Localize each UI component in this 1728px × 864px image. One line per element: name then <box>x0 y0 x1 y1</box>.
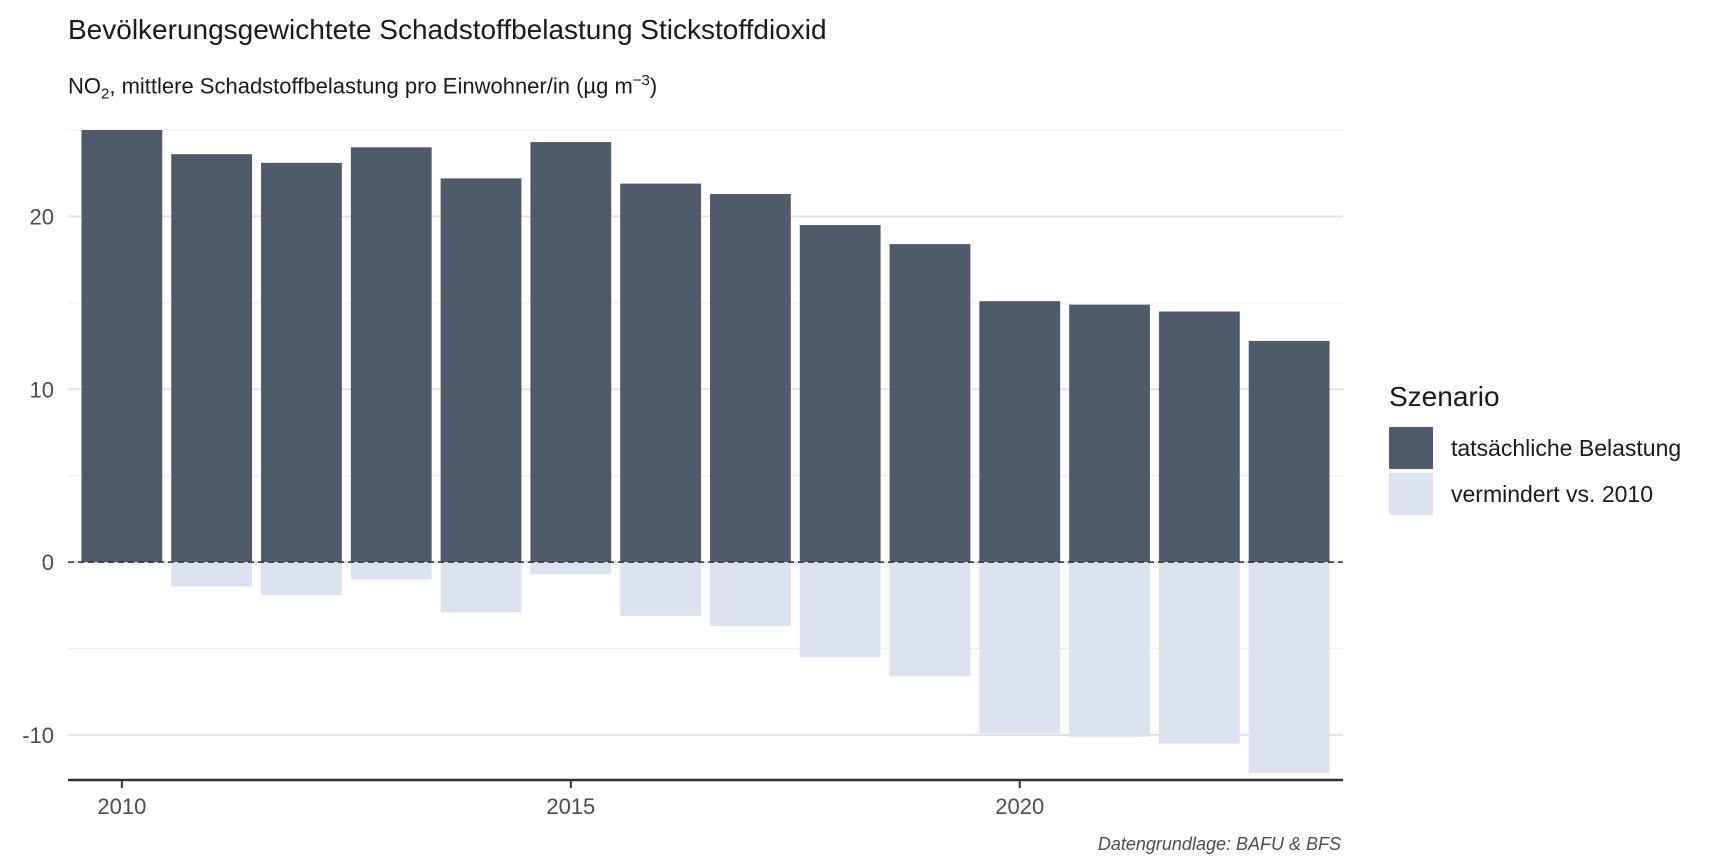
legend-item-reduced: vermindert vs. 2010 <box>1389 471 1681 517</box>
x-tick-label: 2010 <box>97 794 146 819</box>
chart-subtitle: NO2, mittlere Schadstoffbelastung pro Ei… <box>68 72 657 103</box>
bar-actual <box>171 154 253 563</box>
legend-item-actual: tatsächliche Belastung <box>1389 425 1681 471</box>
bar-reduced <box>171 562 253 587</box>
grid-layer <box>68 129 1343 737</box>
y-tick-label: 20 <box>30 204 54 229</box>
bar-reduced <box>620 562 702 616</box>
bar-actual <box>620 183 702 563</box>
bar-reduced <box>889 562 971 677</box>
bar-reduced <box>261 562 342 596</box>
bar-reduced <box>1069 562 1150 737</box>
legend-label-actual: tatsächliche Belastung <box>1451 434 1682 461</box>
x-tick-label: 2020 <box>995 794 1044 819</box>
bar-reduced <box>1158 562 1240 744</box>
bar-actual <box>889 244 971 563</box>
bar-actual <box>1158 311 1240 563</box>
subtitle-suffix: ) <box>649 73 658 99</box>
subtitle-subscript: 2 <box>101 85 110 103</box>
legend-key-reduced <box>1389 473 1433 515</box>
legend: Szenario tatsächliche Belastung verminde… <box>1389 381 1681 517</box>
axis-layer: -10 0 10 20 2010 2015 2020 <box>22 204 1343 819</box>
y-tick-label: 0 <box>42 550 54 575</box>
legend-key-actual <box>1389 427 1433 469</box>
bar-reduced <box>530 562 612 575</box>
bar-actual <box>81 130 163 563</box>
bar-reduced <box>440 562 522 613</box>
chart-caption: Datengrundlage: BAFU & BFS <box>1097 834 1341 854</box>
subtitle-superscript: −3 <box>632 72 650 89</box>
bar-reduced <box>979 562 1061 734</box>
bars-layer <box>81 130 1330 774</box>
bar-reduced <box>709 562 791 627</box>
subtitle-middle: , mittlere Schadstoffbelastung pro Einwo… <box>109 73 633 99</box>
bar-actual <box>1069 304 1150 563</box>
x-tick-label: 2015 <box>546 794 595 819</box>
chart-title: Bevölkerungsgewichtete Schadstoffbelastu… <box>68 14 827 45</box>
bar-actual <box>709 193 791 563</box>
bar-actual <box>350 147 432 563</box>
bar-actual <box>440 178 522 563</box>
bar-reduced <box>350 562 432 580</box>
subtitle-prefix: NO <box>68 73 101 99</box>
legend-label-reduced: vermindert vs. 2010 <box>1451 480 1653 507</box>
bar-reduced <box>799 562 881 658</box>
bar-reduced <box>1248 562 1330 774</box>
bar-actual <box>261 162 342 563</box>
y-tick-label: 10 <box>30 377 54 402</box>
bar-actual <box>1248 340 1330 563</box>
legend-title: Szenario <box>1389 381 1500 412</box>
bar-actual <box>530 142 612 563</box>
bar-actual <box>979 301 1061 563</box>
y-tick-label: -10 <box>22 723 54 748</box>
bar-actual <box>799 225 881 563</box>
